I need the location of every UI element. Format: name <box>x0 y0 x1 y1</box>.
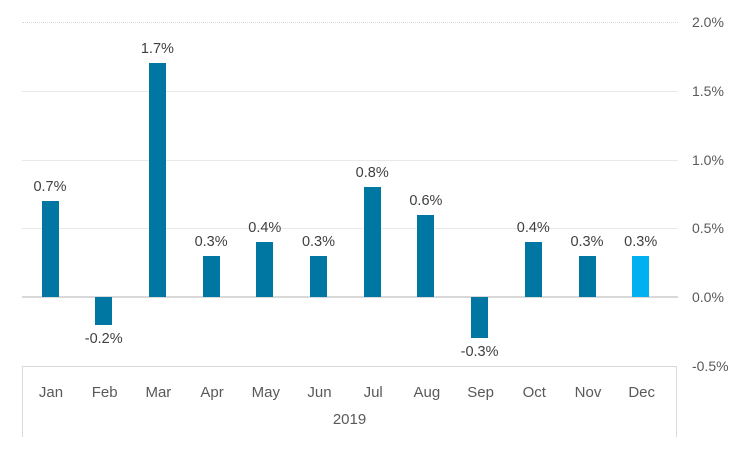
bar-may <box>256 242 274 297</box>
bar-aug <box>417 214 435 297</box>
bar-sep <box>471 297 489 339</box>
bar-data-label-apr: 0.3% <box>194 233 228 250</box>
x-tick-label-may: May <box>251 384 280 401</box>
bar-jan <box>41 200 59 297</box>
x-tick-label-oct: Oct <box>522 384 546 401</box>
bar-mar <box>148 63 166 297</box>
x-axis-box: Jan Feb Mar Apr May Jun Jul Aug Sep Oct Nov Dec 201… <box>22 366 677 437</box>
gridline <box>22 228 678 230</box>
gridline <box>22 159 678 161</box>
bar-data-label-oct: 0.4% <box>516 220 550 236</box>
y-tick-label: 0.0% <box>692 289 724 305</box>
bar-data-label-sep: -0.3% <box>460 344 499 361</box>
bar-dec <box>632 255 650 297</box>
bar-data-label-jun: 0.3% <box>301 233 336 250</box>
x-tick-label-dec: Dec <box>628 384 656 401</box>
x-tick-label-mar: Mar <box>145 384 172 401</box>
y-tick-label: -0.5% <box>692 357 729 374</box>
gridline <box>22 90 678 92</box>
bar-apr <box>202 255 220 297</box>
bar-data-label-feb: -0.2% <box>84 330 123 347</box>
x-tick-label-jan: Jan <box>38 384 64 401</box>
x-tick-label-jul: Jul <box>363 384 383 401</box>
x-tick-label-aug: Aug <box>413 384 441 401</box>
bar-data-label-dec: 0.3% <box>624 233 658 250</box>
bar-oct <box>524 242 542 297</box>
bar-jul <box>363 187 381 297</box>
bar-data-label-mar: 1.7% <box>140 41 174 58</box>
y-tick-label: 0.5% <box>692 220 724 237</box>
x-tick-label-feb: Feb <box>91 384 118 401</box>
x-tick-label-jun: Jun <box>307 384 332 401</box>
bar-jun <box>310 255 327 297</box>
x-tick-label-sep: Sep <box>467 384 494 401</box>
x-tick-label-apr: Apr <box>200 384 224 401</box>
bar-data-label-aug: 0.6% <box>409 192 443 209</box>
zero-axis-line <box>22 296 678 298</box>
y-tick-label: 1.5% <box>692 82 724 99</box>
x-tick-label-nov: Nov <box>574 384 602 401</box>
y-tick-label: 1.0% <box>692 151 724 168</box>
bar-nov <box>578 255 596 297</box>
bar-data-label-jan: 0.7% <box>33 178 67 195</box>
bar-data-label-may: 0.4% <box>248 220 282 236</box>
bar-feb <box>95 297 113 325</box>
gridline <box>22 22 678 23</box>
x-axis-year-label: 2019 <box>332 411 367 428</box>
bar-data-label-jul: 0.8% <box>355 165 389 181</box>
bar-data-label-nov: 0.3% <box>570 233 604 250</box>
y-tick-label: 2.0% <box>692 14 724 30</box>
